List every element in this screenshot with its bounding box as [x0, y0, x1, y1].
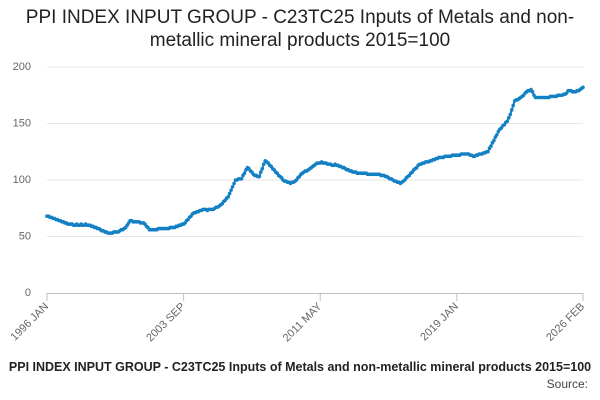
source: Source:	[546, 377, 588, 391]
data-point	[581, 85, 585, 90]
data-point	[259, 170, 263, 174]
data-point	[509, 108, 514, 112]
data-line	[47, 86, 584, 235]
x-tick-label: 2011 MAY	[281, 300, 325, 344]
y-tick-label: 0	[25, 287, 31, 299]
data-point	[242, 171, 247, 176]
data-point	[508, 112, 513, 117]
data-point	[239, 177, 244, 181]
y-tick-label: 100	[13, 174, 31, 186]
y-tick-label: 150	[13, 117, 31, 129]
data-point	[489, 144, 493, 148]
data-point	[260, 166, 265, 171]
data-point	[530, 90, 535, 94]
data-point	[511, 103, 516, 108]
x-tick-label: 1996 JAN	[9, 301, 52, 344]
x-tick-label: 2003 SEP	[144, 301, 188, 345]
data-point	[261, 162, 266, 166]
data-point	[226, 195, 230, 199]
data-point	[505, 119, 510, 124]
data-point	[227, 191, 232, 196]
data-point	[229, 188, 233, 192]
x-tick-label: 2019 JAN	[418, 301, 461, 344]
data-point	[257, 174, 262, 179]
data-point	[232, 181, 236, 186]
y-tick-label: 200	[13, 61, 31, 73]
footer-title: PPI INDEX INPUT GROUP - C23TC25 Inputs o…	[8, 360, 592, 374]
data-point	[492, 138, 496, 143]
chart-title: PPI INDEX INPUT GROUP - C23TC25 Inputs o…	[25, 7, 575, 51]
x-tick-label: 2026 FEB	[544, 301, 587, 344]
data-point	[495, 133, 499, 137]
data-point	[230, 184, 235, 189]
y-tick-label: 50	[19, 230, 31, 242]
data-point	[486, 149, 490, 154]
data-point	[506, 116, 511, 120]
